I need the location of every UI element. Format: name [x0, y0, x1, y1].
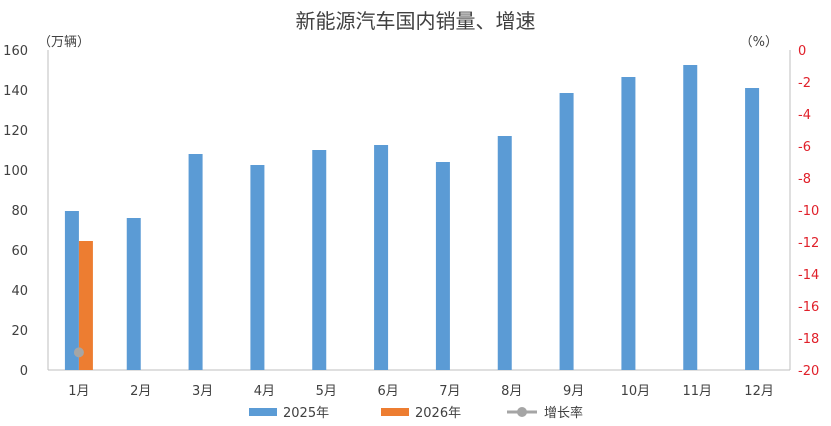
bar-2025: [435, 162, 450, 370]
legend-label-2026: 2026年: [415, 406, 461, 421]
x-tick-label: 4月: [254, 384, 275, 399]
x-tick-label: 8月: [501, 384, 522, 399]
right-tick-label: -12: [798, 236, 819, 251]
x-tick-label: 11月: [682, 384, 712, 399]
bar-2026: [78, 241, 93, 370]
left-tick-label: 0: [20, 364, 28, 379]
left-tick-label: 40: [11, 284, 28, 299]
bar-2025: [497, 136, 512, 370]
left-tick-label: 80: [11, 204, 28, 219]
legend-label-growth: 增长率: [544, 405, 583, 421]
x-tick-label: 12月: [744, 384, 774, 399]
right-tick-label: -20: [798, 364, 819, 379]
legend: 2025年 2026年 增长率: [249, 405, 583, 421]
right-tick-label: -16: [798, 300, 819, 315]
left-tick-label: 60: [11, 244, 28, 259]
left-axis-unit: （万辆）: [38, 35, 90, 50]
x-tick-labels: 1月 2月 3月 4月 5月 6月 7月 8月 9月 10月 11月 12月: [68, 384, 774, 399]
left-tick-label: 160: [3, 44, 28, 59]
bar-2025: [188, 154, 203, 370]
legend-swatch-2025: [249, 408, 277, 416]
right-tick-label: -10: [798, 204, 819, 219]
right-tick-label: -4: [798, 108, 811, 123]
bars: [64, 65, 760, 370]
x-tick-label: 2月: [130, 384, 151, 399]
bar-2025: [64, 211, 79, 370]
bar-2025: [250, 165, 265, 370]
right-axis-unit: （%）: [740, 35, 778, 50]
bar-2025: [683, 65, 698, 370]
right-tick-label: -2: [798, 76, 811, 91]
x-tick-label: 7月: [439, 384, 460, 399]
x-tick-label: 9月: [563, 384, 584, 399]
left-tick-label: 20: [11, 324, 28, 339]
right-tick-label: -6: [798, 140, 811, 155]
bar-2025: [374, 145, 389, 370]
right-tick-label: -14: [798, 268, 819, 283]
growth-point: [73, 347, 84, 358]
x-tick-label: 5月: [316, 384, 337, 399]
growth-series: [73, 347, 84, 358]
axes: 020406080100120140160-20-18-16-14-12-10-…: [3, 44, 819, 379]
chart-title: 新能源汽车国内销量、增速: [296, 9, 536, 33]
x-tick-label: 6月: [377, 384, 398, 399]
x-tick-label: 10月: [621, 384, 651, 399]
left-tick-label: 120: [3, 124, 28, 139]
bar-2025: [559, 93, 574, 370]
bar-2025: [745, 88, 760, 370]
bar-2025: [312, 150, 327, 370]
legend-swatch-growth-marker: [517, 407, 527, 417]
right-tick-label: -18: [798, 332, 819, 347]
x-tick-label: 1月: [68, 384, 89, 399]
right-tick-label: -8: [798, 172, 811, 187]
left-tick-label: 140: [3, 84, 28, 99]
left-tick-label: 100: [3, 164, 28, 179]
right-tick-label: 0: [798, 44, 806, 59]
legend-label-2025: 2025年: [283, 406, 329, 421]
x-tick-label: 3月: [192, 384, 213, 399]
legend-swatch-2026: [381, 408, 409, 416]
bar-2025: [126, 218, 141, 370]
bar-2025: [621, 77, 636, 370]
